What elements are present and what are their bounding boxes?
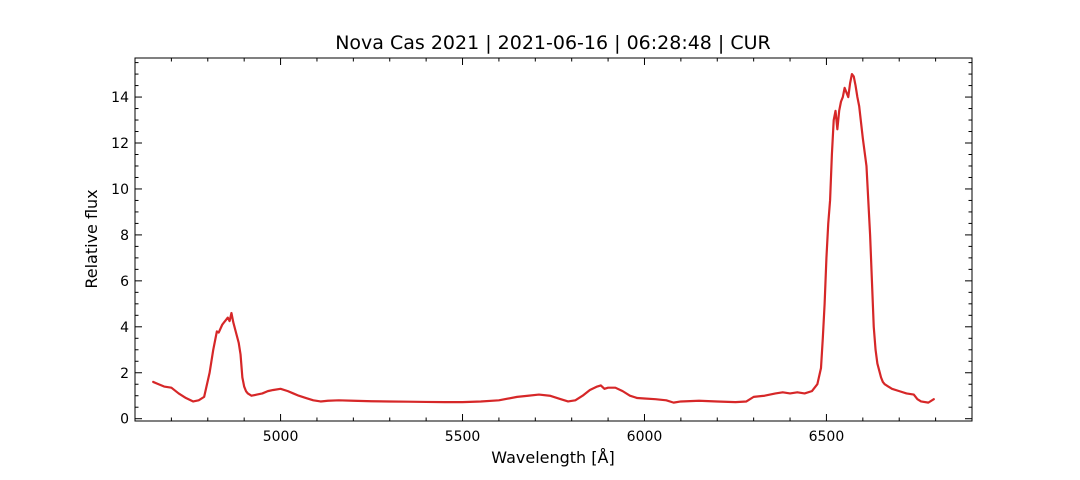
plot-area (152, 72, 935, 404)
plot-frame (134, 57, 973, 422)
y-tick-label: 14 (111, 90, 129, 106)
y-tick-label: 10 (111, 182, 129, 198)
x-tick-label: 6000 (627, 429, 663, 445)
y-tick-label: 2 (120, 366, 129, 382)
y-tick-label: 6 (120, 274, 129, 290)
axes: 5000 5500 6000 6500 0 2 4 6 8 10 12 14 (111, 57, 973, 445)
y-tick-label: 0 (120, 412, 129, 428)
y-tick-label: 4 (120, 320, 129, 336)
y-tick-label: 12 (111, 136, 129, 152)
y-tick-label: 8 (120, 228, 129, 244)
chart-title: Nova Cas 2021 | 2021-06-16 | 06:28:48 | … (335, 32, 771, 54)
y-axis-label: Relative flux (82, 189, 101, 288)
x-tick-label: 5500 (445, 429, 481, 445)
x-tick-label: 5000 (263, 429, 299, 445)
series-line-0 (152, 72, 935, 404)
x-tick-label: 6500 (809, 429, 845, 445)
x-axis-label: Wavelength [Å] (491, 448, 614, 467)
